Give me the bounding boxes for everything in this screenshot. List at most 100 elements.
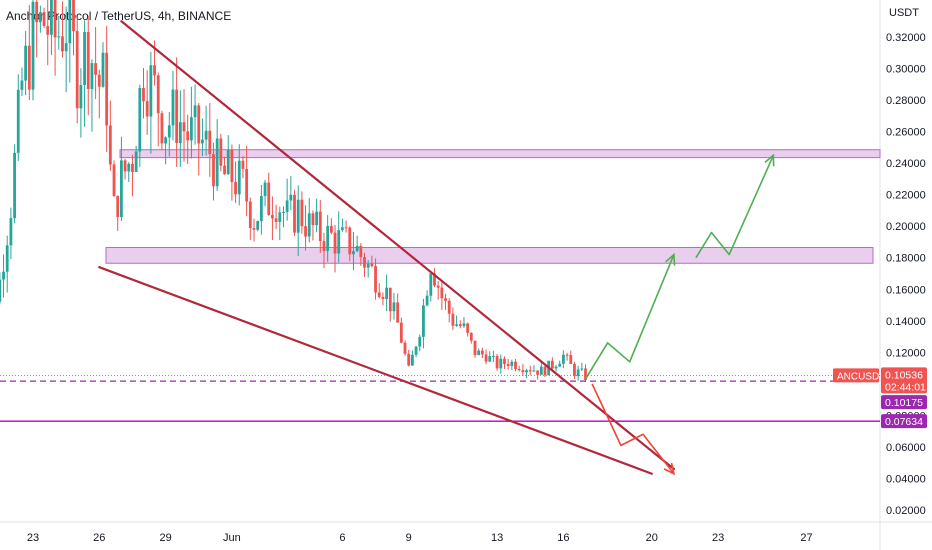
price-axis[interactable]: USDT 0.32000 0.30000 0.28000 0.26000 0.24000 0… [886, 7, 926, 517]
candle-body [484, 354, 488, 362]
candle-body [120, 160, 123, 218]
candle-body [167, 125, 171, 138]
candle-body [83, 32, 86, 86]
candle-body [466, 323, 470, 333]
candle-body [105, 52, 109, 126]
candle-body [57, 36, 61, 38]
x-tick-label: Jun [223, 532, 241, 544]
candle-body [131, 163, 134, 172]
trendlines[interactable] [98, 20, 676, 475]
upper-trendline [120, 20, 676, 471]
symbol-tag [833, 368, 879, 383]
candle-body [186, 131, 190, 141]
projection-arrows [584, 153, 775, 476]
candle-body [145, 101, 149, 117]
candle-body [410, 354, 414, 366]
resistance-zone-upper [119, 149, 881, 159]
candle-body [259, 196, 263, 222]
candle-body [462, 323, 466, 327]
price-levels [0, 375, 880, 422]
candle-body [101, 52, 105, 87]
candle-body [311, 213, 315, 226]
bearish-projection-arrow [591, 383, 675, 475]
x-tick-label: 9 [406, 532, 412, 544]
candle-body [289, 194, 293, 201]
candle-body [447, 300, 451, 314]
bearish-projection-arrow-head [663, 462, 676, 476]
candle-body [584, 368, 587, 381]
candle-body [377, 292, 381, 297]
candle-body [97, 74, 101, 87]
time-axis[interactable]: 23 26 29 Jun 6 9 13 16 20 23 27 [27, 532, 813, 544]
candle-body [444, 298, 447, 301]
candle-body [359, 246, 363, 258]
candle-body [46, 25, 50, 35]
x-tick-label: 6 [339, 532, 345, 544]
candle-body [392, 302, 396, 312]
candle-body [458, 324, 462, 327]
candle-body [171, 89, 175, 126]
support-resistance-zones [105, 149, 881, 264]
candle-body [237, 160, 241, 195]
axis-unit-label: USDT [889, 7, 919, 19]
candle-body [550, 360, 554, 369]
candle-body [212, 154, 215, 187]
candle-body [396, 302, 400, 323]
candle-body [230, 149, 234, 183]
candle-body [341, 227, 344, 231]
candle-body [189, 117, 193, 141]
candle-body [388, 287, 392, 312]
candle-body [2, 271, 5, 280]
candle-countdown: 02:44:01 [885, 381, 926, 393]
candle-body [363, 257, 366, 268]
candle-body [245, 168, 249, 202]
candle-body [436, 285, 440, 288]
candle-body [263, 182, 267, 197]
lower-trendline [98, 266, 653, 475]
candle-body [403, 342, 407, 354]
candle-body [429, 273, 433, 296]
y-tick-label: 0.26000 [886, 127, 926, 139]
candle-body [370, 263, 374, 267]
candle-body [219, 138, 223, 166]
y-tick-label: 0.24000 [886, 158, 926, 170]
candle-body [282, 211, 285, 213]
candle-body [149, 65, 153, 117]
candle-body [72, 0, 75, 32]
candle-body [197, 105, 201, 144]
candle-body [329, 226, 333, 233]
y-tick-label: 0.02000 [886, 505, 926, 517]
candle-body [182, 122, 186, 132]
candle-body [153, 65, 156, 76]
candle-body [569, 355, 573, 364]
candle-body [42, 12, 46, 26]
candle-body [9, 218, 13, 246]
magenta-level-value: 0.07634 [885, 416, 923, 428]
candle-body [134, 151, 138, 172]
candle-body [514, 361, 517, 370]
candle-body [517, 369, 521, 371]
candle-body [64, 43, 68, 52]
candle-body [477, 350, 481, 356]
candle-body [414, 346, 418, 355]
candle-body [399, 322, 403, 343]
candle-body [86, 32, 90, 89]
candle-body [20, 80, 24, 90]
candle-body [337, 230, 341, 254]
candle-body [528, 370, 532, 372]
candle-body [252, 228, 256, 230]
candle-body [565, 354, 569, 356]
candle-body [433, 273, 436, 286]
candle-body [248, 201, 252, 229]
candle-body [16, 89, 20, 153]
magenta-level-tag [881, 414, 927, 429]
candle-body [112, 164, 116, 196]
bullish-projection-arrow-1 [584, 254, 675, 380]
candle-body [510, 361, 514, 366]
candle-body [499, 358, 503, 369]
candle-body [79, 85, 83, 109]
candle-body [35, 1, 39, 23]
